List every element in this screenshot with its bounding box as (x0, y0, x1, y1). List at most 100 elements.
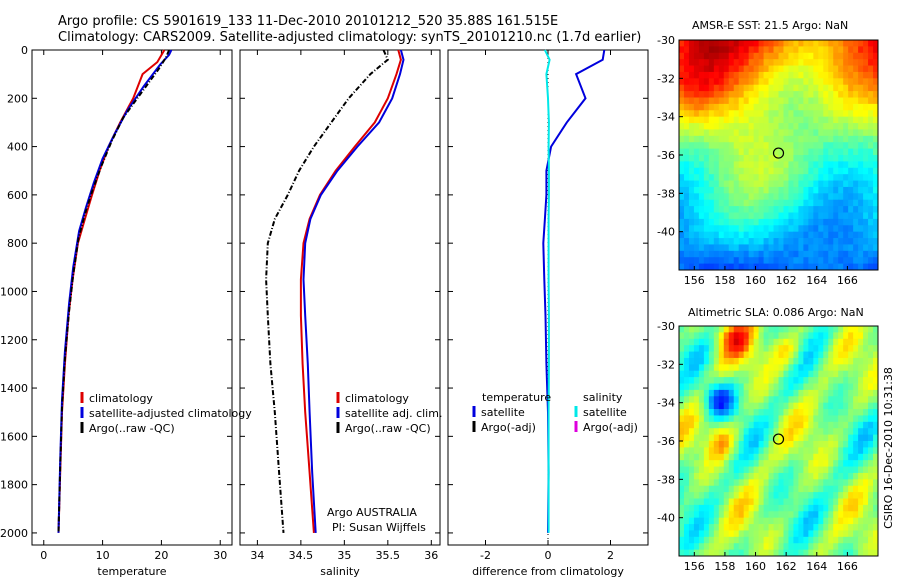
sst-map-cell (798, 71, 804, 79)
difference-xlabel: difference from climatology (472, 565, 624, 578)
sla-map-cell (738, 383, 745, 391)
sla-map-cell (773, 364, 779, 372)
sla-map-cell (798, 357, 804, 365)
sst-map-cell (818, 110, 824, 118)
sst-map-cell (698, 238, 705, 245)
sla-map-cell (773, 396, 779, 404)
sst-map-cell (828, 212, 834, 220)
sla-map-cell (738, 472, 745, 480)
sla-map-cell (863, 530, 869, 538)
sla-map-cell (718, 536, 725, 544)
sla-map-cell (868, 466, 874, 474)
sst-map-cell (873, 91, 879, 98)
sst-map-cell (868, 91, 874, 98)
sst-map-cell (838, 46, 844, 54)
sst-map-cell (778, 167, 784, 175)
sst-map-cell (868, 65, 874, 73)
sst-map-cell (698, 244, 705, 252)
sst-map-cell (853, 148, 859, 156)
sst-map-cell (848, 46, 854, 54)
sst-map-cell (748, 238, 755, 245)
sst-map-cell (683, 193, 690, 201)
sla-map-cell (778, 460, 784, 467)
temperature-xtick-label: 30 (213, 549, 227, 562)
sst-map-cell (708, 193, 715, 201)
sla-map-cell (838, 364, 844, 372)
sst-map-cell (823, 231, 829, 239)
sst-map-cell (868, 250, 874, 258)
sst-map-cell (793, 263, 799, 271)
sst-map-cell (803, 71, 809, 79)
sst-map-cell (788, 129, 794, 137)
sst-map-cell (873, 174, 879, 181)
sla-map-cell (679, 377, 685, 384)
sla-map-cell (783, 396, 789, 404)
sst-map-cell (708, 244, 715, 252)
sla-map-cell (868, 377, 874, 384)
sst-map-cell (868, 142, 874, 150)
sst-map-cell (838, 65, 844, 73)
sla-map-cell (718, 524, 725, 531)
sst-map-cell (843, 186, 849, 194)
sla-map-cell (863, 453, 869, 461)
sst-map-cell (813, 97, 819, 105)
sst-map-cell (688, 142, 695, 150)
sst-map-cell (848, 257, 854, 265)
sla-map-cell (708, 409, 715, 416)
sst-map-cell (803, 167, 809, 175)
sst-map-cell (703, 238, 710, 245)
sla-map-cell (858, 543, 864, 551)
sst-map-cell (728, 206, 735, 213)
sla-map-cell (698, 396, 705, 404)
sla-map-cell (773, 441, 779, 448)
sst-map-cell (778, 59, 784, 66)
sst-map-cell (743, 148, 750, 156)
sst-map-cell (708, 218, 715, 226)
sla-map-cell (708, 441, 715, 448)
sst-map-cell (793, 212, 799, 220)
sst-map-cell (808, 218, 814, 226)
sla-map-cell (683, 415, 690, 423)
sst-map-cell (803, 199, 809, 207)
sla-map-cell (803, 466, 809, 474)
sst-map-cell (698, 142, 705, 150)
sla-map-cell (708, 338, 715, 346)
sst-map-cell (818, 148, 824, 156)
sst-map-cell (868, 97, 874, 105)
sst-map-cell (788, 123, 794, 130)
sst-map-cell (788, 46, 794, 54)
sla-map-cell (823, 492, 829, 499)
sla-map-cell (723, 428, 730, 436)
sst-map-cell (758, 218, 764, 226)
sla-map-cell (803, 370, 809, 378)
sst-map-cell (743, 103, 750, 111)
sla-map-cell (768, 453, 774, 461)
sla-map-cell (698, 409, 705, 416)
sst-map-cell (743, 263, 750, 271)
sla-map-cell (808, 421, 814, 429)
sla-map-cell (778, 498, 784, 506)
sst-map-cell (753, 238, 760, 245)
sst-map-cell (723, 142, 730, 150)
sst-map-cell (728, 263, 735, 271)
sla-map-cell (778, 357, 784, 365)
sst-map-cell (758, 225, 764, 233)
sst-map-cell (833, 142, 839, 150)
sla-map-cell (858, 402, 864, 410)
sst-map-cell (833, 206, 839, 213)
sla-map-cell (718, 345, 725, 352)
sst-map-cell (838, 142, 844, 150)
sst-map-cell (853, 65, 859, 73)
sst-map-cell (738, 193, 745, 201)
sst-map-cell (693, 244, 700, 252)
sla-map-cell (728, 421, 735, 429)
sla-map-cell (758, 517, 764, 525)
sst-map-cell (713, 129, 720, 137)
sla-map-cell (743, 466, 750, 474)
sla-map-cell (708, 447, 715, 455)
sst-map-cell (818, 46, 824, 54)
sst-map-cell (858, 167, 864, 175)
sla-map-cell (818, 389, 824, 397)
sst-map-cell (758, 110, 764, 118)
sla-map-cell (838, 466, 844, 474)
